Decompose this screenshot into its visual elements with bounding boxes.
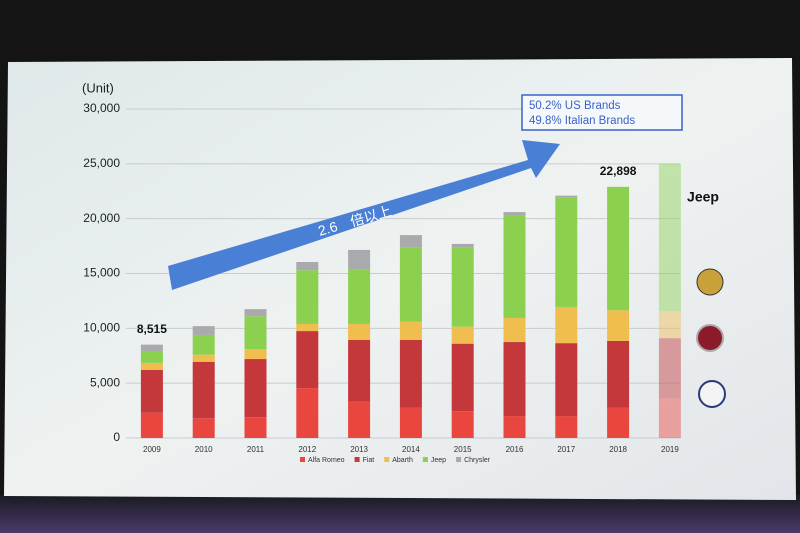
bar-segment — [399, 339, 422, 408]
bar-segment — [555, 306, 578, 344]
bar-segment — [296, 388, 319, 438]
bar-segment — [658, 338, 681, 398]
bar-segment — [192, 326, 215, 335]
logo-text: Jeep — [687, 189, 719, 205]
legend-swatch — [422, 457, 428, 462]
bar-segment — [503, 212, 526, 216]
bar-segment — [140, 344, 163, 352]
bars: 2009 2010 2011 2012 2013 2014 2015 2016 2017 2018… — [137, 163, 681, 454]
bar-segment — [555, 343, 578, 417]
legend-swatch — [300, 457, 305, 462]
logo — [698, 380, 726, 408]
x-tick-label: 2016 — [506, 445, 524, 454]
logo — [696, 324, 724, 352]
bar-segment — [140, 362, 163, 371]
bar-segment — [451, 411, 474, 438]
bar-segment — [555, 195, 578, 198]
bar-segment — [296, 261, 319, 271]
growth-arrow — [168, 140, 560, 290]
y-tick-label: 5,000 — [90, 375, 120, 389]
bar-segment — [296, 331, 319, 389]
bar-segment — [348, 401, 371, 438]
bar-segment — [399, 247, 422, 322]
bar-segment — [503, 317, 526, 343]
bar-segment — [555, 197, 578, 307]
x-tick-label: 2009 — [143, 445, 161, 454]
total-label: 8,515 — [137, 322, 167, 336]
y-tick-label: 30,000 — [83, 101, 120, 115]
bar-segment — [348, 269, 371, 324]
bar-segment — [399, 407, 422, 438]
bar-segment — [503, 342, 526, 417]
x-tick-label: 2011 — [247, 445, 265, 454]
bar-segment — [244, 359, 267, 418]
legend: Alfa Romeo Fiat Abarth Jeep Chrysler — [300, 457, 491, 464]
bar-segment — [244, 316, 267, 350]
callout-box — [521, 94, 683, 131]
bar-segment — [296, 323, 319, 332]
y-tick-label: 25,000 — [83, 156, 120, 170]
bar-segment — [658, 163, 681, 312]
bar-segment — [296, 270, 319, 324]
bar-segment — [451, 343, 474, 412]
x-tick-label: 2013 — [350, 445, 368, 454]
y-tick-label: 10,000 — [83, 321, 120, 335]
bar-segment — [192, 334, 215, 355]
x-tick-label: 2010 — [195, 445, 213, 454]
bar-segment — [348, 339, 371, 402]
bar-segment — [607, 186, 630, 311]
callout-line: 50.2% US Brands — [529, 100, 621, 112]
x-tick-label: 2014 — [402, 445, 420, 454]
bar-segment — [451, 326, 474, 344]
unit-label: (Unit) — [82, 80, 114, 95]
bar-segment — [140, 370, 163, 413]
bar-segment — [607, 310, 630, 341]
bar-segment — [503, 416, 526, 438]
legend-label: Alfa Romeo — [308, 457, 345, 464]
bar-segment — [607, 340, 630, 408]
bar-segment — [658, 311, 681, 339]
y-tick-label: 20,000 — [83, 211, 120, 225]
legend-swatch — [384, 457, 390, 462]
legend-label: Chrysler — [464, 457, 491, 464]
bar-segment — [399, 235, 422, 248]
bar-segment — [140, 351, 163, 363]
x-tick-label: 2018 — [609, 445, 627, 454]
bar-segment — [140, 412, 163, 438]
bar-segment — [658, 397, 681, 438]
bar-segment — [503, 215, 526, 318]
legend-swatch — [456, 457, 462, 462]
legend-label: Abarth — [392, 457, 413, 464]
bar-segment — [244, 417, 267, 438]
bar-segment — [451, 243, 474, 248]
y-tick-label: 0 — [113, 430, 120, 444]
bar-segment — [399, 321, 422, 340]
logo — [696, 268, 724, 296]
legend-label: Jeep — [431, 457, 446, 464]
y-tick-label: 15,000 — [83, 266, 120, 280]
bar-segment — [192, 361, 215, 419]
x-tick-label: 2019 — [661, 445, 679, 454]
bar-segment — [451, 247, 474, 327]
callout-line: 49.8% Italian Brands — [529, 115, 635, 127]
total-label: 22,898 — [600, 164, 637, 178]
bar-segment — [348, 249, 371, 270]
legend-swatch — [354, 457, 360, 462]
floor — [0, 495, 800, 533]
bar-segment — [348, 323, 371, 340]
bar-segment — [192, 354, 215, 362]
legend-label: Fiat — [363, 457, 375, 464]
bar-segment — [244, 349, 267, 360]
x-tick-label: 2012 — [298, 445, 316, 454]
x-tick-label: 2017 — [557, 445, 575, 454]
bar-segment — [192, 418, 215, 438]
x-tick-label: 2015 — [454, 445, 472, 454]
bar-segment — [607, 407, 630, 438]
bar-segment — [555, 416, 578, 438]
bar-segment — [244, 309, 267, 317]
